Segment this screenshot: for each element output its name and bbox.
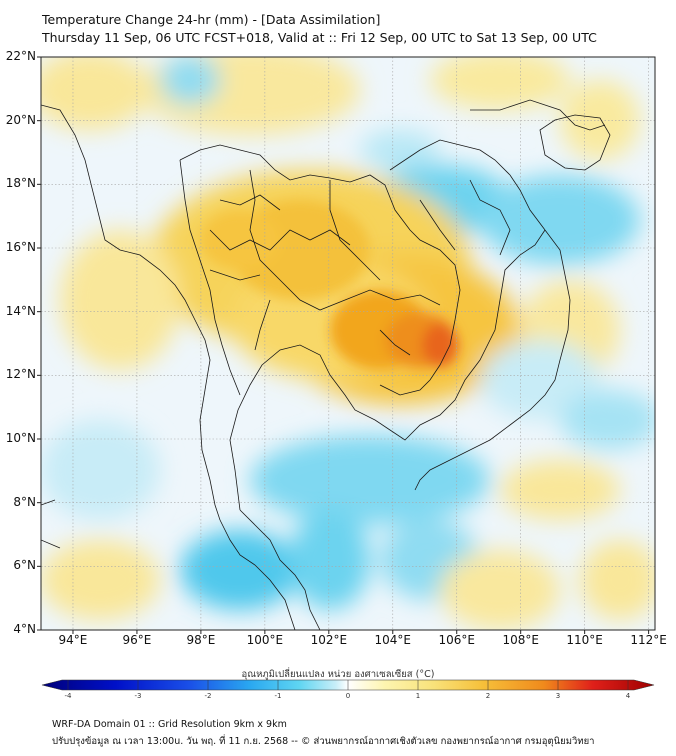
lat-label: 18°N (5, 176, 36, 191)
colorbar-title: อุณหภูมิเปลี่ยนแปลง หน่วย องศาเซลเซียส (… (241, 669, 435, 680)
colorbar-tick-label: -2 (204, 692, 212, 700)
colorbar-tick-label: 4 (625, 692, 631, 700)
lon-label: 110°E (566, 633, 603, 647)
footer-credit: ปรับปรุงข้อมูล ณ เวลา 13:00u. วัน พฤ. ที… (52, 736, 595, 747)
lon-label: 98°E (186, 633, 216, 647)
footer-model-info: WRF-DA Domain 01 :: Grid Resolution 9km … (52, 719, 287, 730)
lon-label: 96°E (122, 633, 152, 647)
colorbar-tick-label: 3 (555, 692, 561, 700)
lat-label: 16°N (5, 240, 36, 254)
lat-label: 8°N (13, 494, 36, 509)
colorbar-tick-label: 2 (485, 692, 491, 700)
plot-frame (40, 56, 656, 631)
lat-label: 14°N (5, 303, 36, 318)
colorbar-tick-label: 0 (345, 692, 351, 700)
temperature-field (41, 57, 655, 630)
lat-label: 6°N (13, 558, 36, 573)
map-title: Temperature Change 24-hr (mm) - [Data As… (42, 12, 381, 27)
colorbar-tick-label: -1 (274, 692, 282, 700)
lat-label: 22°N (5, 49, 36, 63)
colorbar-tick-label: -4 (64, 692, 72, 700)
lat-label: 4°N (13, 622, 36, 636)
lon-label: 106°E (438, 633, 475, 647)
map-subtitle: Thursday 11 Sep, 06 UTC FCST+018, Valid … (42, 30, 597, 45)
colorbar-tick-label: -3 (134, 692, 142, 700)
lon-label: 94°E (58, 633, 88, 647)
colorbar (41, 679, 655, 691)
lon-label: 100°E (246, 633, 284, 647)
lat-label: 20°N (5, 112, 36, 127)
colorbar-tick-label: 1 (415, 692, 421, 700)
coastline-borders (41, 99, 611, 630)
lon-label: 104°E (374, 633, 412, 647)
graticule (41, 57, 655, 630)
lon-label: 102°E (310, 633, 348, 647)
lon-label: 112°E (630, 633, 667, 647)
lat-label: 12°N (5, 367, 36, 382)
lat-label: 10°N (5, 431, 36, 445)
lon-label: 108°E (502, 633, 539, 647)
